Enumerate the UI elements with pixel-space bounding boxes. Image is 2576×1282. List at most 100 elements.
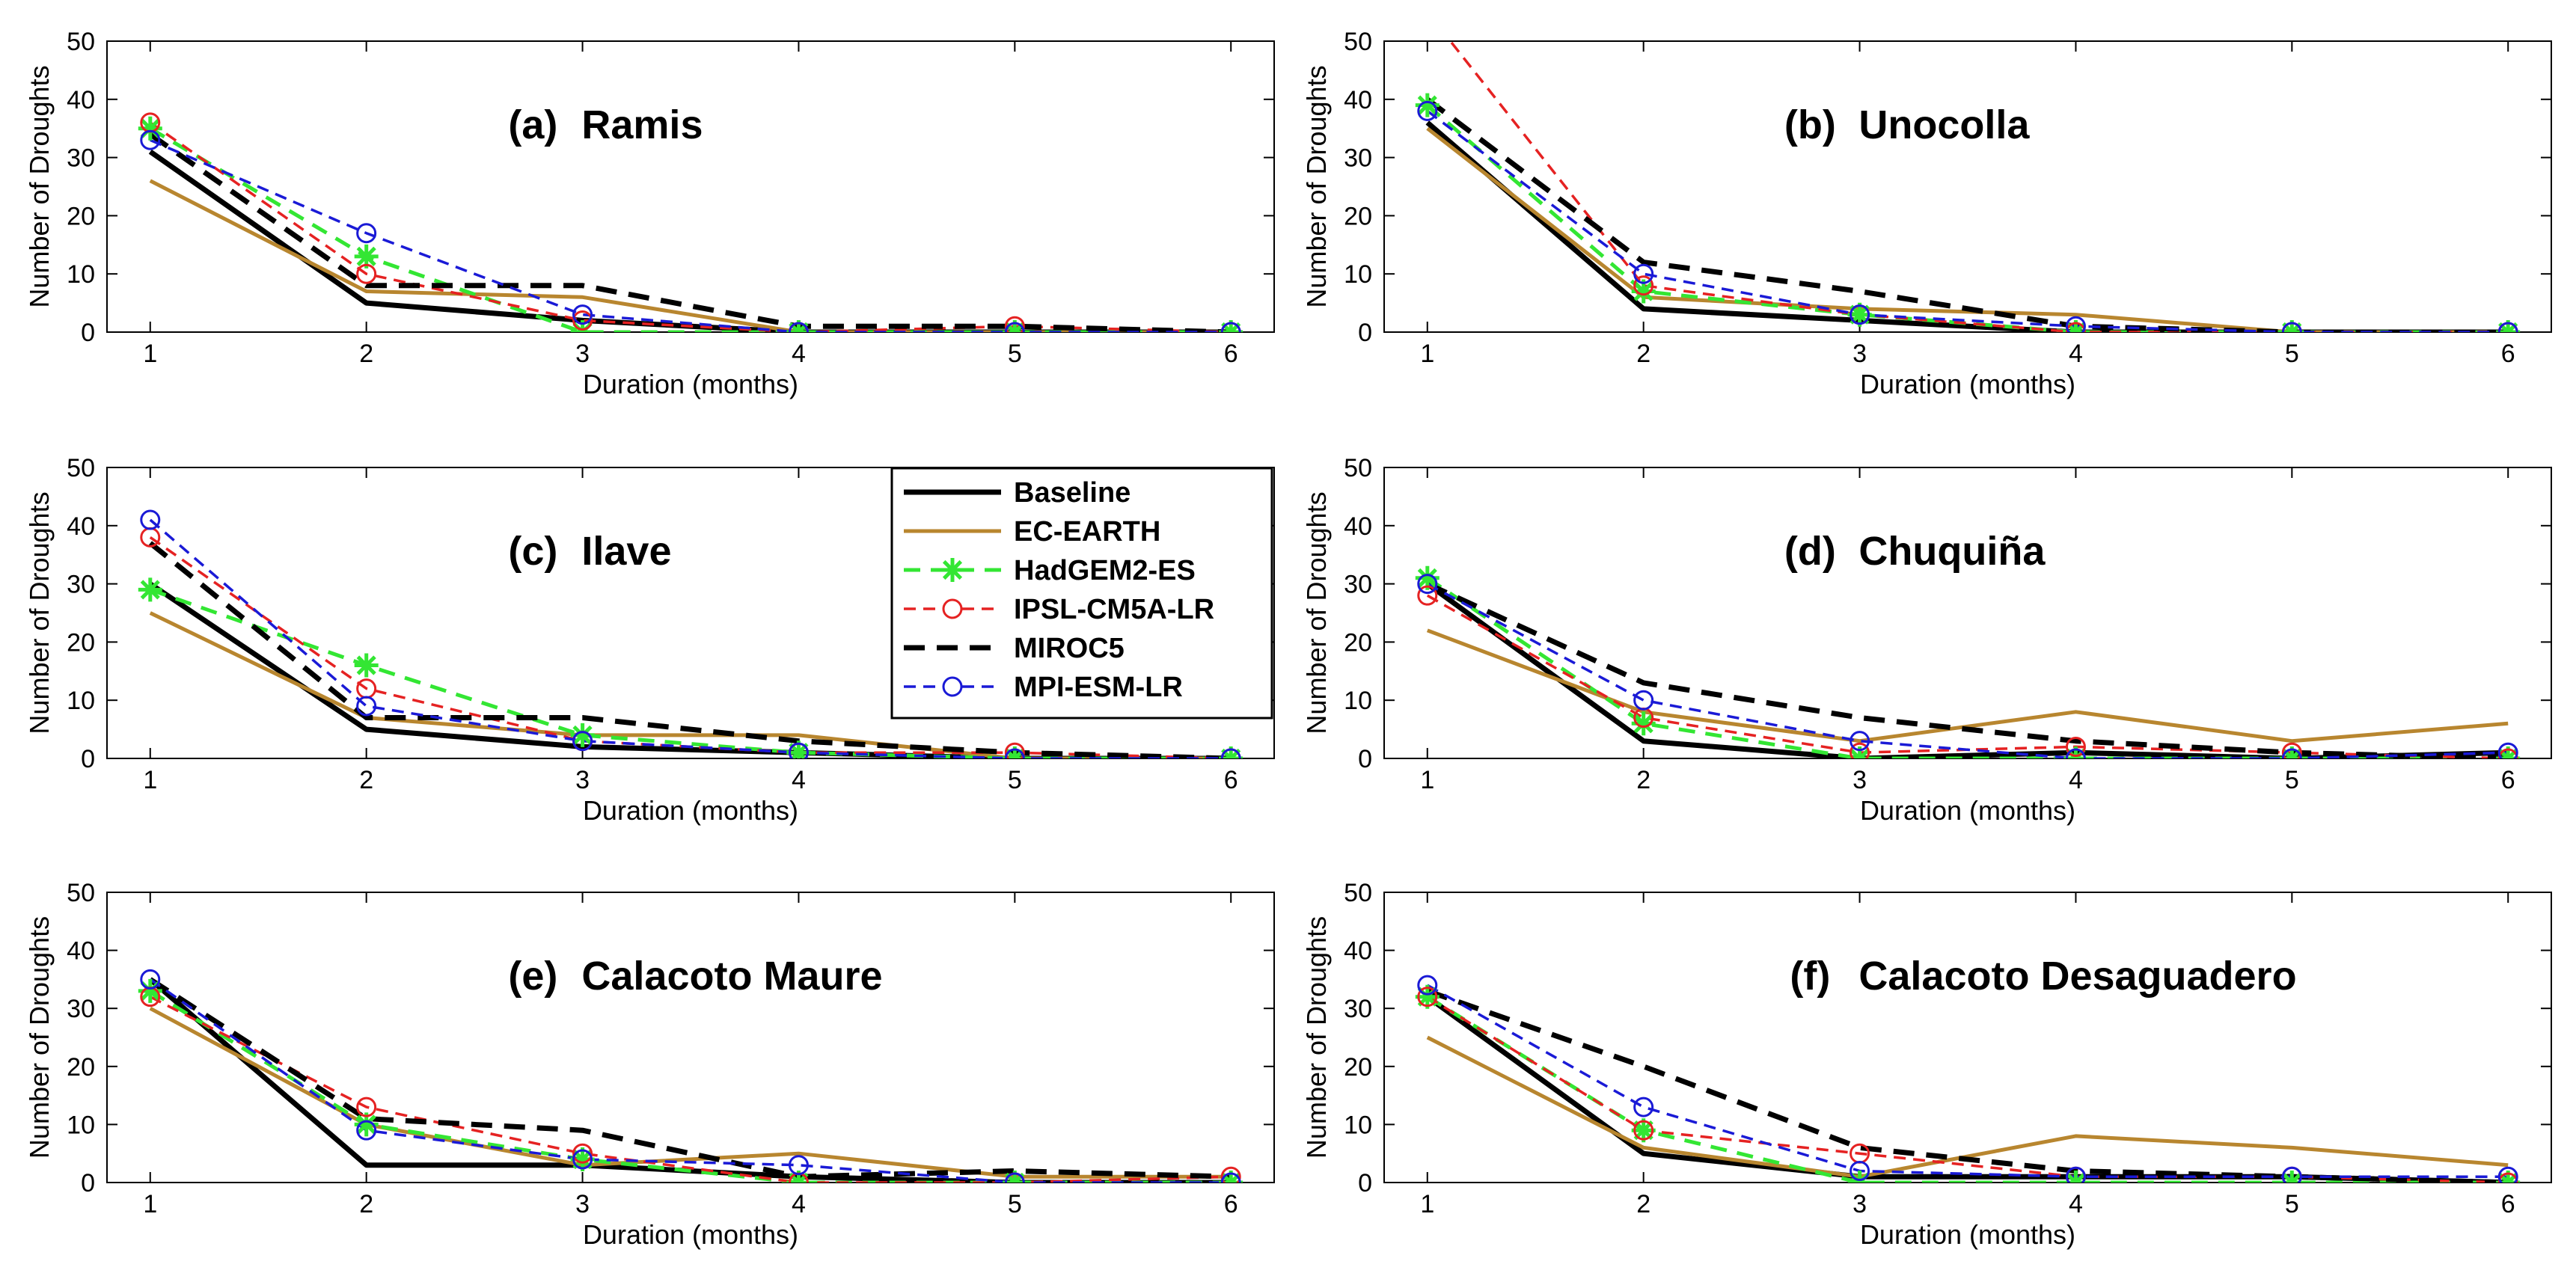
data-point-mpi-esm-lr [1850, 1160, 1870, 1181]
data-point-hadgem2-es [570, 1147, 595, 1171]
y-tick-label: 10 [1344, 1111, 1372, 1139]
data-point-mpi-esm-lr [788, 322, 809, 332]
data-point-ipsl-cm5a-lr [356, 263, 377, 284]
data-point-hadgem2-es [1415, 984, 1440, 1009]
legend-label-hadgem2-es: HadGEM2-ES [1014, 555, 1196, 586]
data-point-hadgem2-es [786, 740, 811, 758]
x-tick-label: 4 [2069, 766, 2083, 794]
x-tick-label: 5 [2285, 766, 2299, 794]
data-point-hadgem2-es [1415, 565, 1440, 590]
x-tick-label: 6 [1224, 766, 1238, 794]
y-axis-label: Number of Droughts [1301, 491, 1332, 734]
x-tick-label: 4 [2069, 340, 2083, 368]
data-point-mpi-esm-lr [572, 304, 593, 325]
data-point-mpi-esm-lr [356, 696, 377, 717]
y-tick-label: 10 [1344, 260, 1372, 289]
x-axis-label: Duration (months) [1860, 369, 2075, 399]
data-point-mpi-esm-lr [356, 1120, 377, 1141]
data-point-mpi-esm-lr [1004, 322, 1025, 332]
series-line-mpi-esm-lr [150, 138, 1232, 332]
series-line-ipsl-cm5a-lr [150, 996, 1232, 1183]
series-line-ipsl-cm5a-lr [1448, 41, 2509, 332]
data-point-ipsl-cm5a-lr [1850, 742, 1870, 758]
data-point-mpi-esm-lr [1850, 731, 1870, 752]
y-tick-label: 30 [67, 144, 95, 173]
x-tick-label: 3 [1853, 766, 1867, 794]
y-tick-label: 20 [67, 1053, 95, 1082]
axes-frame [1383, 892, 2552, 1183]
data-point-ipsl-cm5a-lr [1419, 3, 1437, 21]
plot-area [138, 969, 1243, 1183]
y-tick-label: 50 [67, 454, 95, 482]
y-tick-label: 0 [1358, 745, 1372, 773]
data-point-mpi-esm-lr [2065, 316, 2086, 332]
y-tick-label: 0 [81, 319, 95, 347]
y-axis-label: Number of Droughts [24, 916, 55, 1159]
data-point-ipsl-cm5a-lr [2065, 736, 2086, 757]
data-point-mpi-esm-lr [1850, 304, 1870, 325]
data-point-mpi-esm-lr [140, 969, 161, 990]
x-tick-label: 6 [2501, 340, 2515, 368]
x-tick-label: 5 [2285, 1190, 2299, 1218]
y-tick-label: 10 [67, 687, 95, 715]
y-tick-label: 20 [1344, 202, 1372, 230]
data-point-hadgem2-es [1631, 279, 1656, 304]
panel-title-id: (b) [1784, 102, 1836, 147]
data-point-ipsl-cm5a-lr [572, 310, 593, 331]
data-point-ipsl-cm5a-lr [356, 1097, 377, 1117]
y-tick-label: 30 [1344, 144, 1372, 173]
y-tick-label: 30 [1344, 995, 1372, 1023]
plot-area [1415, 3, 2521, 332]
panel-title-text: Ramis [581, 102, 703, 147]
legend-box [890, 467, 1273, 720]
x-axis-label: Duration (months) [583, 795, 798, 826]
x-tick-label: 2 [1636, 766, 1650, 794]
data-point-mpi-esm-lr [140, 129, 161, 150]
data-point-ipsl-cm5a-lr [1633, 275, 1654, 296]
y-tick-label: 50 [67, 879, 95, 907]
axes-frame [106, 467, 1275, 759]
y-tick-label: 50 [67, 28, 95, 56]
data-point-hadgem2-es [1631, 711, 1656, 736]
data-point-hadgem2-es [1631, 1118, 1656, 1143]
data-point-mpi-esm-lr [2065, 1166, 2086, 1183]
x-tick-label: 3 [1853, 340, 1867, 368]
x-axis-label: Duration (months) [1860, 795, 2075, 826]
data-point-mpi-esm-lr [572, 731, 593, 752]
y-tick-label: 20 [1344, 628, 1372, 657]
data-point-mpi-esm-lr [1220, 322, 1241, 332]
series-line-ec-earth [149, 611, 1232, 758]
x-tick-label: 3 [575, 766, 590, 794]
data-point-hadgem2-es [354, 244, 379, 269]
x-tick-label: 1 [1420, 766, 1434, 794]
data-point-mpi-esm-lr [788, 1155, 809, 1176]
x-tick-label: 5 [2285, 340, 2299, 368]
data-point-mpi-esm-lr [356, 223, 377, 244]
x-tick-label: 5 [1008, 340, 1022, 368]
panel-title: (e) Calacoto Maure [508, 954, 882, 999]
y-tick-label: 40 [1344, 86, 1372, 114]
legend: Baseline EC-EARTH HadGEM2-ES IPSL-CM5A-LR MI… [890, 467, 1273, 720]
x-tick-label: 2 [1636, 1190, 1650, 1218]
y-axis-label: Number of Droughts [24, 65, 55, 307]
y-tick-label: 40 [1344, 512, 1372, 541]
x-tick-label: 6 [1224, 340, 1238, 368]
data-point-mpi-esm-lr [2497, 742, 2518, 758]
panel-title-id: (d) [1784, 529, 1836, 574]
x-tick-label: 2 [359, 766, 373, 794]
data-point-hadgem2-es [1847, 302, 1872, 327]
series-line-miroc5 [148, 977, 1232, 1180]
data-point-mpi-esm-lr [2497, 322, 2518, 332]
y-tick-label: 0 [81, 745, 95, 773]
data-point-ipsl-cm5a-lr [1004, 316, 1025, 332]
chart-panel-b: 0 10 20 30 40 50 1 2 3 4 5 6 Duration (months) Number… [1301, 3, 2552, 399]
x-tick-label: 3 [575, 340, 590, 368]
data-point-ipsl-cm5a-lr [1220, 1166, 1241, 1183]
panel-title: (f) Calacoto Desaguadero [1790, 954, 2296, 999]
data-point-mpi-esm-lr [572, 1149, 593, 1170]
data-point-mpi-esm-lr [1633, 1097, 1654, 1117]
series-line-baseline [1425, 120, 2509, 332]
data-point-mpi-esm-lr [2281, 322, 2302, 332]
legend-label-baseline: Baseline [1014, 477, 1131, 509]
data-point-hadgem2-es [138, 577, 162, 602]
